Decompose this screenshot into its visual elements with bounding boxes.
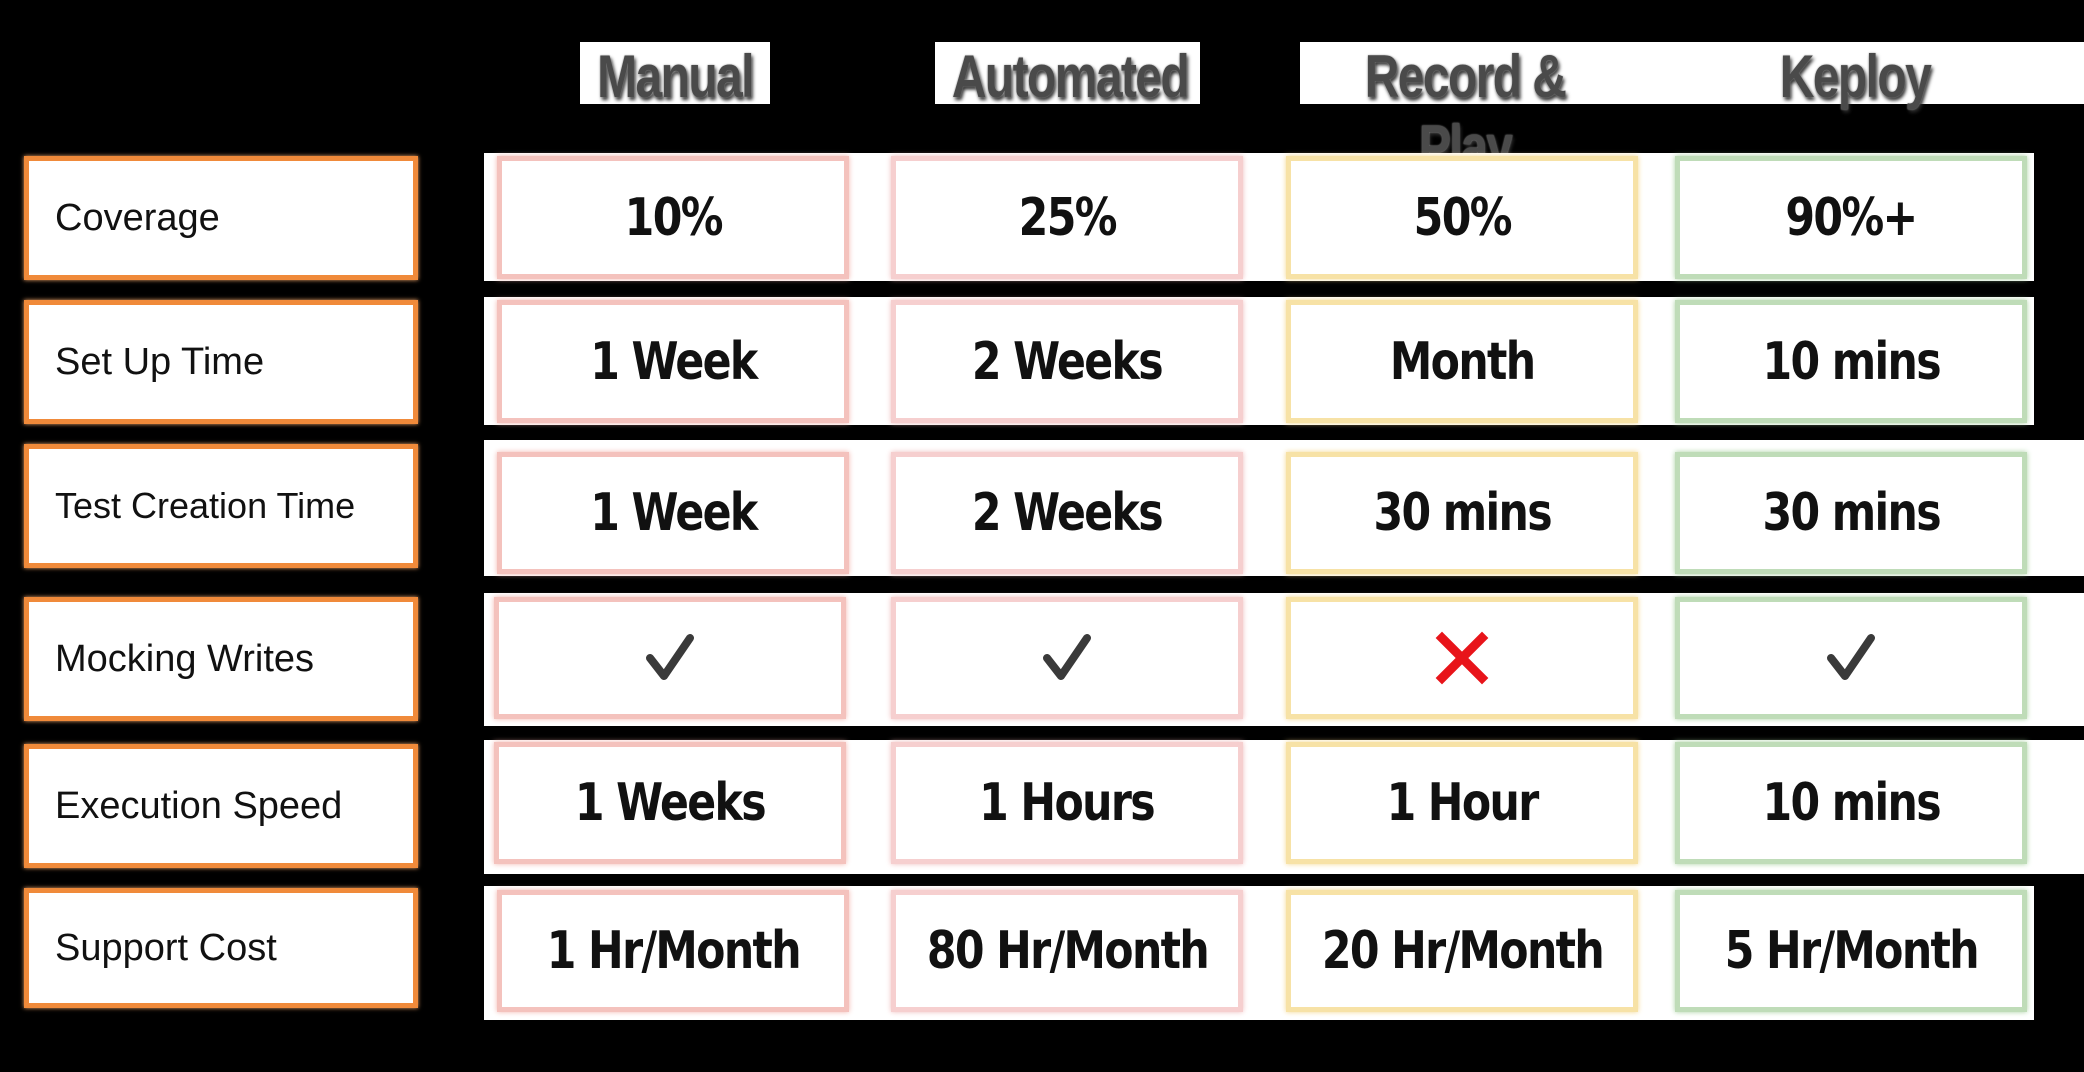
cell-execution-speed-manual: 1 Weeks	[494, 742, 846, 864]
header-backing-record-play	[1300, 42, 1630, 104]
cell-support-cost-manual: 1 Hr/Month	[497, 890, 849, 1012]
cell-set-up-time-record-play: Month	[1286, 300, 1638, 423]
row-label-execution-speed: Execution Speed	[24, 744, 418, 868]
header-backing-keploy	[1630, 42, 2084, 104]
check-icon	[646, 634, 694, 680]
cell-coverage-keploy: 90%+	[1675, 156, 2027, 279]
header-backing-manual	[580, 42, 770, 104]
cross-icon	[1435, 631, 1489, 685]
column-header-automated: Automated	[951, 43, 1190, 110]
row-label-test-creation-time: Test Creation Time	[24, 444, 418, 568]
cell-set-up-time-keploy: 10 mins	[1675, 300, 2027, 423]
row-label-coverage: Coverage	[24, 156, 418, 280]
column-header-record-play: Record & Play	[1364, 43, 1567, 180]
cell-mocking-writes-record-play	[1286, 597, 1638, 719]
cell-mocking-writes-keploy	[1675, 597, 2027, 719]
cell-execution-speed-keploy: 10 mins	[1675, 742, 2027, 864]
cell-execution-speed-automated: 1 Hours	[891, 742, 1243, 864]
cell-test-creation-time-automated: 2 Weeks	[891, 452, 1243, 574]
cell-coverage-manual: 10%	[497, 156, 849, 279]
row-label-set-up-time: Set Up Time	[24, 300, 418, 424]
cell-coverage-record-play: 50%	[1286, 156, 1638, 279]
cell-mocking-writes-manual	[494, 597, 846, 719]
column-header-keploy: Keploy	[1779, 43, 1932, 110]
cell-test-creation-time-keploy: 30 mins	[1675, 452, 2027, 574]
cell-support-cost-automated: 80 Hr/Month	[891, 890, 1243, 1012]
row-label-mocking-writes: Mocking Writes	[24, 597, 418, 721]
row-label-support-cost: Support Cost	[24, 888, 418, 1008]
header-backing-automated	[935, 42, 1200, 104]
cell-support-cost-record-play: 20 Hr/Month	[1286, 890, 1638, 1012]
check-icon	[1043, 634, 1091, 680]
column-header-manual: Manual	[597, 43, 754, 110]
cell-mocking-writes-automated	[891, 597, 1243, 719]
cell-test-creation-time-record-play: 30 mins	[1286, 452, 1638, 574]
cell-execution-speed-record-play: 1 Hour	[1286, 742, 1638, 864]
cell-coverage-automated: 25%	[891, 156, 1243, 279]
cell-support-cost-keploy: 5 Hr/Month	[1675, 890, 2027, 1012]
cell-test-creation-time-manual: 1 Week	[497, 452, 849, 574]
check-icon	[1827, 634, 1875, 680]
cell-set-up-time-automated: 2 Weeks	[891, 300, 1243, 423]
cell-set-up-time-manual: 1 Week	[497, 300, 849, 423]
